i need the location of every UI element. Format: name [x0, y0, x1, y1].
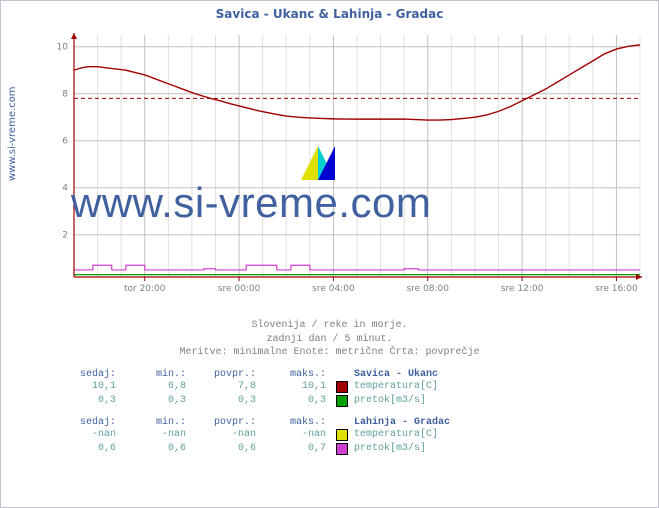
stats-tables: sedaj:min.:povpr.:maks.:Savica - Ukanc10… [56, 369, 638, 466]
stats-header: sedaj: [56, 417, 126, 428]
watermark-logo [301, 146, 335, 180]
stats-value: 0,7 [266, 443, 336, 456]
stats-value: -nan [56, 429, 126, 442]
stats-header: min.: [126, 369, 196, 380]
legend-label: pretok[m3/s] [354, 443, 638, 456]
stats-value: 0,6 [56, 443, 126, 456]
legend-swatch [336, 381, 354, 394]
stats-header: povpr.: [196, 417, 266, 428]
stats-value: -nan [126, 429, 196, 442]
svg-text:tor 20:00: tor 20:00 [124, 284, 166, 294]
svg-text:2: 2 [62, 231, 68, 241]
subtitle-line: Meritve: minimalne Enote: metrične Črta:… [1, 346, 658, 360]
y-axis-label: www.si-vreme.com [7, 86, 18, 181]
subtitle-line: Slovenija / reke in morje. [1, 319, 658, 333]
legend-label: temperatura[C] [354, 381, 638, 394]
stats-value: 0,3 [56, 395, 126, 408]
chart-title: Savica - Ukanc & Lahinja - Gradac [1, 1, 658, 21]
stats-header: min.: [126, 417, 196, 428]
svg-text:4: 4 [62, 184, 68, 194]
stats-value: 0,6 [126, 443, 196, 456]
svg-text:sre 16:00: sre 16:00 [595, 284, 638, 294]
station-name: Savica - Ukanc [354, 369, 638, 380]
svg-text:sre 04:00: sre 04:00 [312, 284, 355, 294]
stats-header: sedaj: [56, 369, 126, 380]
stats-value: 10,1 [56, 381, 126, 394]
stats-value: 0,3 [266, 395, 336, 408]
chart-subtitle: Slovenija / reke in morje.zadnji dan / 5… [1, 319, 658, 360]
svg-text:10: 10 [57, 43, 69, 53]
stats-value: 0,3 [196, 395, 266, 408]
source-link-center[interactable]: www.si-vreme.com [71, 179, 431, 226]
legend-swatch [336, 443, 354, 456]
stats-value: 0,3 [126, 395, 196, 408]
chart-container: Savica - Ukanc & Lahinja - Gradac www.si… [0, 0, 659, 508]
stats-value: -nan [266, 429, 336, 442]
svg-text:8: 8 [62, 90, 68, 100]
chart-plot: 2 4 6 8 10 tor 20:00 sre 00:00 sre 04:00 sre 08:… [56, 29, 646, 299]
legend-label: temperatura[C] [354, 429, 638, 442]
stats-value: 6,8 [126, 381, 196, 394]
legend-swatch [336, 429, 354, 442]
stats-header: maks.: [266, 369, 336, 380]
legend-swatch [336, 395, 354, 408]
watermark-text: www.si-vreme.com [71, 179, 431, 227]
svg-text:6: 6 [62, 137, 68, 147]
svg-text:sre 08:00: sre 08:00 [406, 284, 449, 294]
station-name: Lahinja - Gradac [354, 417, 638, 428]
legend-label: pretok[m3/s] [354, 395, 638, 408]
stats-header: maks.: [266, 417, 336, 428]
stats-value: 10,1 [266, 381, 336, 394]
stats-value: 7,8 [196, 381, 266, 394]
svg-text:sre 00:00: sre 00:00 [218, 284, 261, 294]
stats-table: sedaj:min.:povpr.:maks.: Lahinja - Gradac… [56, 417, 638, 455]
stats-value: 0,6 [196, 443, 266, 456]
stats-header: povpr.: [196, 369, 266, 380]
stats-table: sedaj:min.:povpr.:maks.: Savica - Ukanc 10… [56, 369, 638, 407]
stats-value: -nan [196, 429, 266, 442]
subtitle-line: zadnji dan / 5 minut. [1, 333, 658, 347]
svg-text:sre 12:00: sre 12:00 [501, 284, 544, 294]
source-link-left[interactable]: www.si-vreme.com [7, 86, 18, 181]
